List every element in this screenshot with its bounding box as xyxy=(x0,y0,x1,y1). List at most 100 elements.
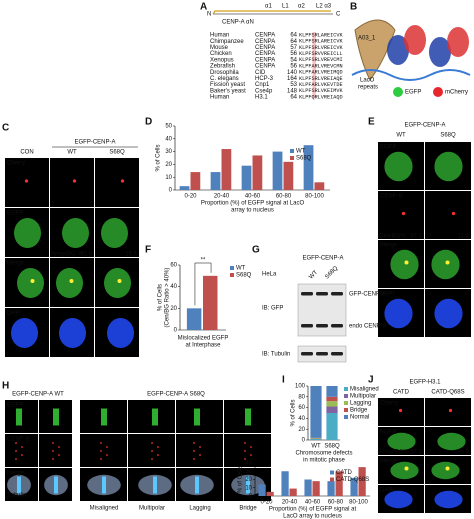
protein-shape xyxy=(447,27,469,57)
y-tick-label: 50 xyxy=(165,124,172,130)
bar xyxy=(350,477,358,496)
column-label: CATD-Q68S xyxy=(431,390,464,396)
bar-segment xyxy=(310,386,322,438)
band xyxy=(316,324,328,328)
residue-start: 148 xyxy=(287,88,298,94)
micrograph xyxy=(39,434,72,467)
header: EGFP-CENP-A xyxy=(404,123,445,129)
spot xyxy=(451,211,456,216)
sequence: KLPFARLVKEVTDE xyxy=(299,82,343,88)
dna xyxy=(351,69,471,81)
legend-label: S68Q xyxy=(296,156,312,162)
row-label: DAPI xyxy=(380,488,394,494)
x-tick-label: WT xyxy=(311,444,321,450)
spot xyxy=(199,446,201,448)
spot xyxy=(244,450,246,452)
panel-letter: D xyxy=(145,117,152,128)
panel-letter: F xyxy=(145,245,151,256)
bar-segment xyxy=(326,406,338,413)
bar xyxy=(335,471,343,496)
chromosomes xyxy=(16,408,22,426)
nucleus xyxy=(434,151,463,182)
spot xyxy=(448,408,453,413)
bar xyxy=(289,488,297,496)
chromosomes xyxy=(17,476,21,494)
species: Human xyxy=(210,95,229,101)
bar xyxy=(303,145,314,190)
column-label: S68Q xyxy=(109,150,125,156)
row-label: Merge xyxy=(380,459,398,465)
micrograph xyxy=(128,400,175,433)
domain-label: N xyxy=(207,12,211,18)
micrograph xyxy=(5,434,38,467)
bar xyxy=(281,471,289,496)
y-tick-label: 0 xyxy=(174,328,178,334)
y-tick-label: 60 xyxy=(298,405,305,411)
egfp-dot xyxy=(393,87,403,97)
blot xyxy=(297,283,347,337)
x-tick-label: 40-60 xyxy=(245,194,261,200)
sequence: KLPFSRVVREICLL xyxy=(299,51,343,57)
chromosomes xyxy=(102,476,106,494)
species: Baker's yeast xyxy=(210,88,246,94)
legend-label: Bridge xyxy=(350,408,368,414)
nucleus xyxy=(14,218,41,248)
spot xyxy=(117,279,122,283)
header: EGFP-CENP-A WT xyxy=(12,392,64,398)
species: Chicken xyxy=(210,51,232,57)
band-label: GFP-CENP-A xyxy=(349,292,386,298)
nucleus xyxy=(434,490,463,509)
chromosomes xyxy=(53,408,59,426)
spot xyxy=(120,179,125,183)
spot xyxy=(445,466,450,471)
x-axis-label: Proportion (%) of EGFP signal at LacO xyxy=(201,201,305,207)
phenotype: Bridge xyxy=(239,506,257,512)
metric-value: 37.1 xyxy=(410,450,422,456)
species: Zebrafish xyxy=(210,64,235,70)
spot xyxy=(21,454,23,456)
column-label: WT xyxy=(67,150,77,156)
residue-start: 140 xyxy=(287,70,298,76)
y-axis-label: % of Cells xyxy=(156,144,162,171)
micrograph xyxy=(378,191,424,239)
domain-label: CENP-A αN xyxy=(222,20,254,26)
sequence: KLPFARLVREVCMN xyxy=(299,63,343,69)
row-label: EGFP xyxy=(380,145,396,151)
sequence: KLPFQRLVREIAQD xyxy=(299,94,343,100)
legend-label: Multipolar xyxy=(350,394,376,400)
micrograph xyxy=(95,158,139,207)
domain-label: L2 α3 xyxy=(316,4,332,10)
bar xyxy=(266,491,274,496)
residue-start: 56 xyxy=(290,51,297,57)
spot xyxy=(193,458,195,460)
residue-start: 64 xyxy=(290,39,297,45)
chromosomes xyxy=(152,408,158,426)
x-axis-label: Mislocalized EGFP xyxy=(178,336,229,342)
annotation: ** xyxy=(201,258,206,264)
spot xyxy=(151,458,153,460)
panel-letter: G xyxy=(252,245,260,256)
bar xyxy=(327,481,335,496)
metric-label: Array/BG% xyxy=(379,450,410,456)
micrograph xyxy=(50,158,94,207)
species: Chimpanzee xyxy=(210,39,244,45)
legend-swatch xyxy=(230,273,234,277)
protein: H3.1 xyxy=(255,95,268,101)
bar xyxy=(221,149,232,190)
column-label: CATD xyxy=(393,390,410,396)
row-label: Cherry xyxy=(7,161,25,167)
protein: CENPA xyxy=(255,51,275,57)
legend-swatch xyxy=(344,408,348,412)
header: EGFP-CENP-A xyxy=(302,256,343,262)
legend-label: CATD xyxy=(336,470,353,476)
y-tick-label: 40 xyxy=(245,461,252,467)
legend-label: Lagging xyxy=(350,401,371,407)
metric-value: 11.4 xyxy=(458,234,470,240)
legend-swatch xyxy=(230,266,234,270)
x-axis-label: in mitotic phase xyxy=(303,458,345,464)
bar xyxy=(186,308,202,330)
domain-label: α1 xyxy=(265,4,272,10)
row-label: CENP-B xyxy=(7,437,30,443)
domain-label: C xyxy=(336,12,341,18)
legend-label: WT xyxy=(296,149,306,155)
